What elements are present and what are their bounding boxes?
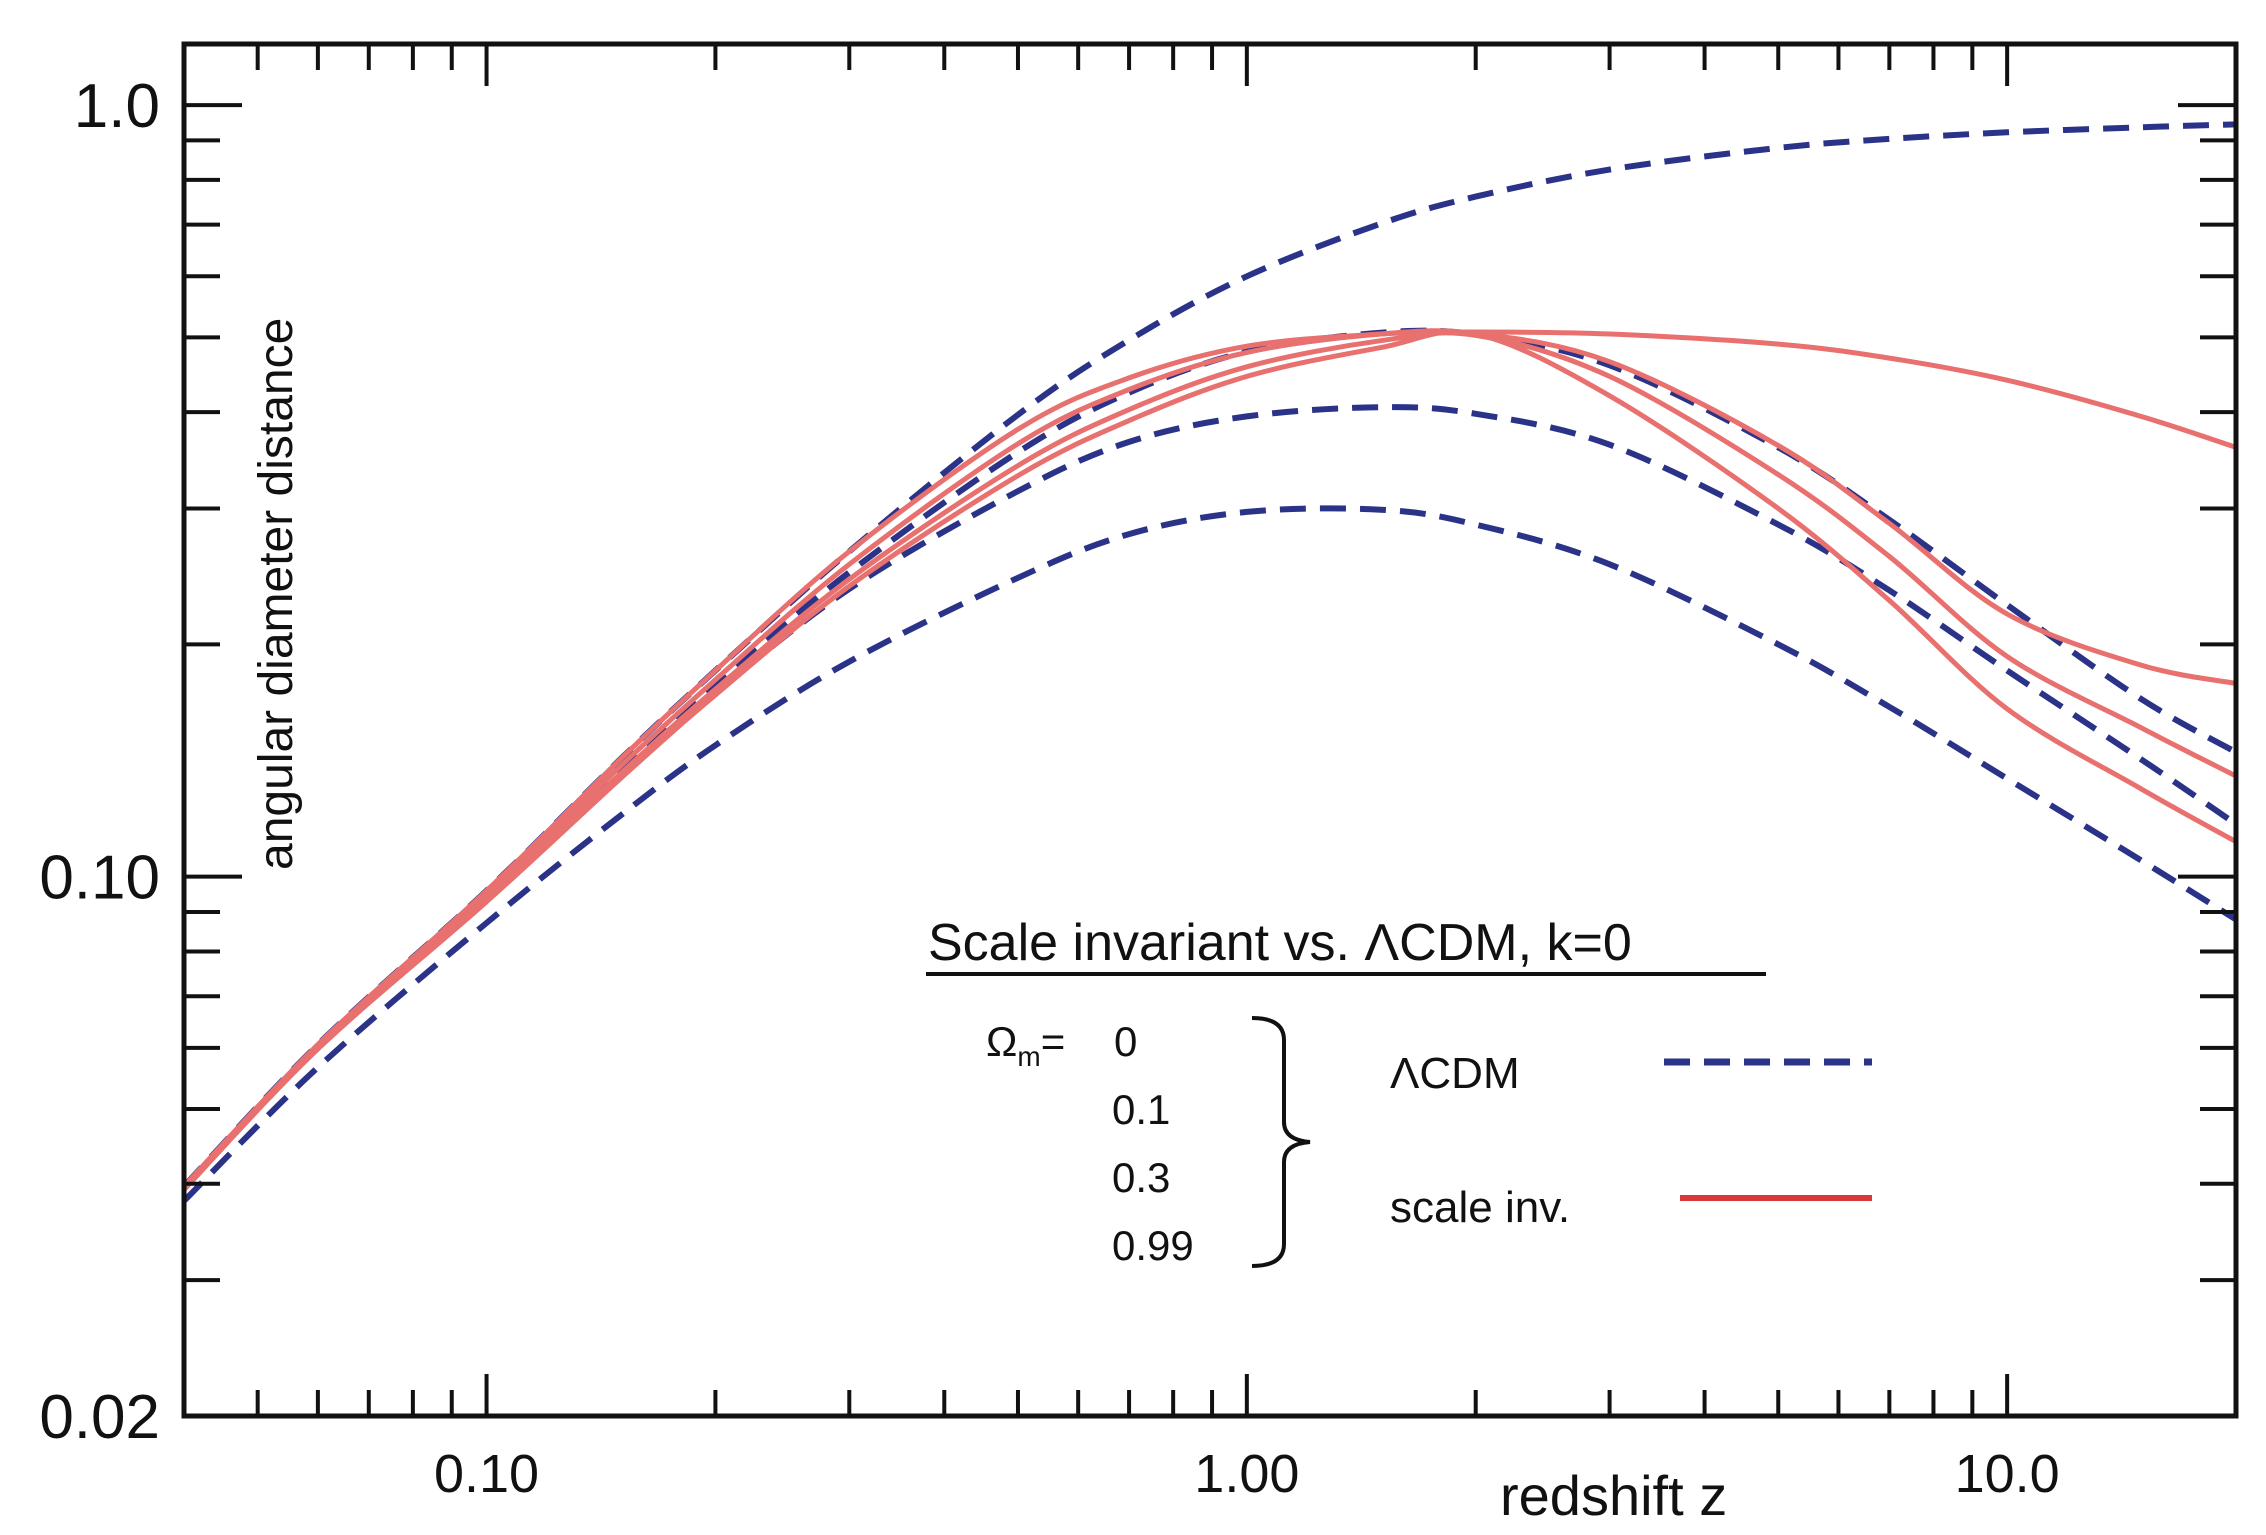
legend-omega-sub: m — [1017, 1041, 1040, 1072]
tick-layer — [184, 44, 2238, 1418]
x-axis-label: redshift z — [1500, 1464, 1727, 1527]
x-tick-label-1: 1.00 — [1194, 1444, 1299, 1504]
series-line-0 — [181, 121, 2237, 1189]
y-tick-label-2: 1.0 — [74, 72, 160, 141]
y-tick-label-1: 0.10 — [39, 844, 160, 913]
y-tick-label-0: 0.02 — [39, 1383, 160, 1452]
series-line-6 — [182, 330, 2238, 1191]
series-line-4 — [182, 329, 2237, 1189]
series-line-5 — [182, 328, 2237, 1190]
legend-omega-value-0: 0 — [1114, 1018, 1137, 1065]
series-line-2 — [181, 404, 2238, 1191]
x-tick-label-2: 10.0 — [1955, 1444, 2060, 1504]
legend-omega-value-2: 0.3 — [1112, 1154, 1170, 1201]
legend-omega: Ωm= — [986, 1018, 1065, 1072]
series-line-1 — [181, 327, 2238, 1190]
x-tick-label-0: 0.10 — [434, 1444, 539, 1504]
legend-omega-value-1: 0.1 — [1112, 1086, 1170, 1133]
series-line-7 — [182, 329, 2238, 1192]
y-axis-label: angular diameter distance — [250, 318, 303, 870]
plot-frame — [181, 41, 2239, 1419]
series-layer — [181, 121, 2238, 1204]
legend: Scale invariant vs. ΛCDM, k=0 Ωm= 0 0.1 … — [926, 914, 1872, 1269]
legend-title: Scale invariant vs. ΛCDM, k=0 — [928, 914, 1632, 972]
label-layer: 0.020.101.00.10 1.00 10.0 — [39, 72, 2059, 1504]
legend-scaleinv-label: scale inv. — [1390, 1183, 1570, 1232]
legend-lcdm-label: ΛCDM — [1390, 1049, 1520, 1098]
legend-omega-symbol: Ω — [986, 1018, 1017, 1065]
legend-omega-eq: = — [1041, 1018, 1066, 1065]
legend-brace — [1251, 1016, 1311, 1268]
series-line-3 — [181, 505, 2238, 1204]
legend-omega-value-3: 0.99 — [1112, 1222, 1194, 1269]
